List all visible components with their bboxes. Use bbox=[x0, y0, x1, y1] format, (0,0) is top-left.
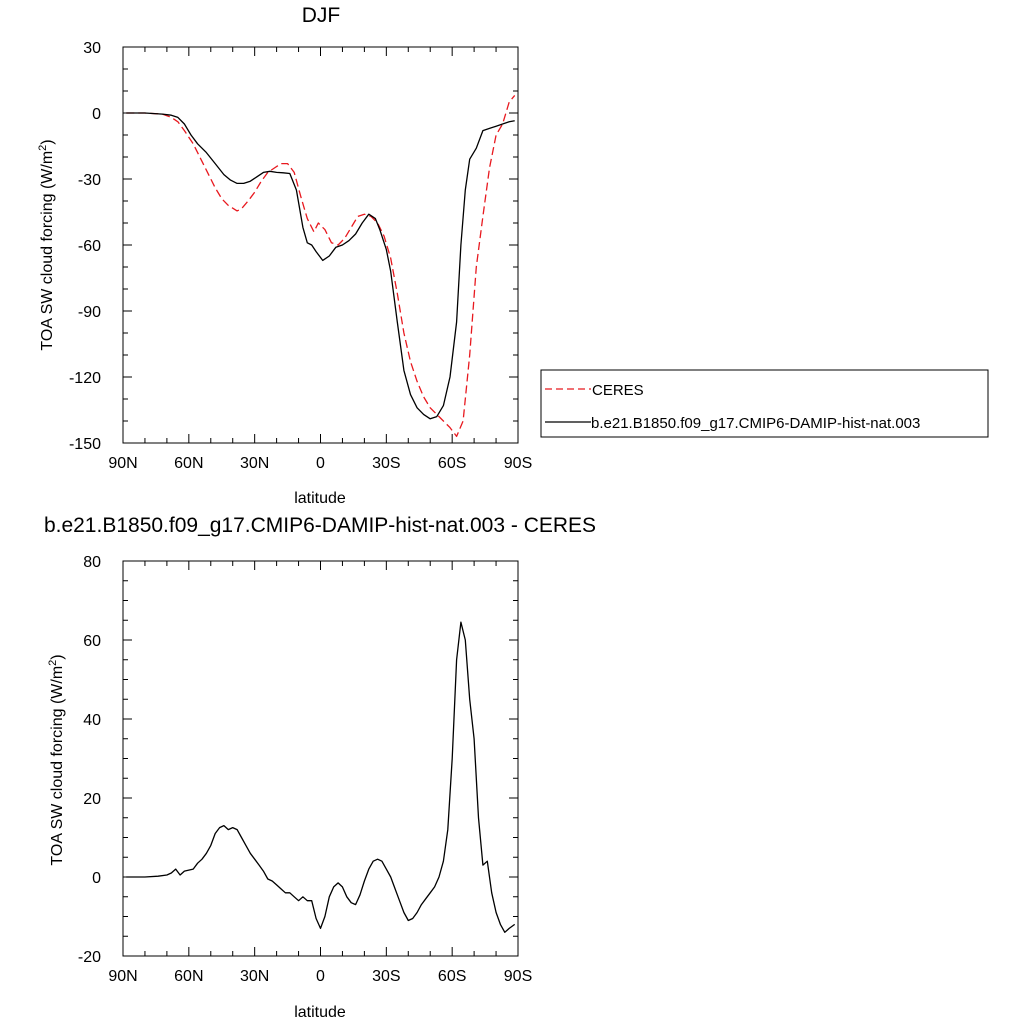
bottom-x-tick-label: 90N bbox=[108, 968, 137, 985]
top-y-axis-label-close: ) bbox=[39, 139, 56, 144]
bottom-x-tick-label: 90S bbox=[504, 968, 532, 985]
top-y-tick-label: -90 bbox=[78, 304, 101, 321]
bottom-x-axis-label: latitude bbox=[294, 1004, 346, 1021]
bottom-y-axis-label: TOA SW cloud forcing (W/m2) bbox=[47, 654, 66, 865]
legend: CERES b.e21.B1850.f09_g17.CMIP6-DAMIP-hi… bbox=[540, 369, 989, 438]
bottom-panel-title: b.e21.B1850.f09_g17.CMIP6-DAMIP-hist-nat… bbox=[44, 514, 596, 537]
top-x-tick-label: 0 bbox=[316, 455, 325, 472]
bottom-panel: b.e21.B1850.f09_g17.CMIP6-DAMIP-hist-nat… bbox=[44, 514, 596, 1021]
top-series-ceres-group bbox=[126, 94, 516, 438]
top-series-model-group bbox=[126, 112, 515, 420]
legend-box bbox=[540, 369, 989, 438]
bottom-y-axis-label-main: TOA SW cloud forcing (W/m bbox=[49, 666, 66, 866]
top-x-axis-label: latitude bbox=[294, 490, 346, 507]
top-series-line-ceres bbox=[126, 94, 516, 438]
bottom-axis-ticks bbox=[122, 560, 519, 957]
top-panel-title: DJF bbox=[302, 4, 341, 27]
bottom-x-tick-label: 60N bbox=[174, 968, 203, 985]
bottom-x-tick-label: 0 bbox=[316, 968, 325, 985]
top-x-tick-label: 60S bbox=[438, 455, 466, 472]
legend-ceres-label: CERES bbox=[592, 382, 644, 399]
top-axis-tick-labels: 90N 60N 30N 0 30S 60S 90S 30 0 -30 -60 -90 -120 -150 bbox=[69, 40, 532, 472]
bottom-plot-area bbox=[126, 621, 516, 933]
top-series-line-model bbox=[126, 112, 515, 420]
top-axis-ticks bbox=[122, 46, 519, 444]
bottom-y-tick-label: -20 bbox=[78, 949, 101, 966]
top-plot-area bbox=[126, 94, 516, 438]
bottom-y-tick-label: 60 bbox=[83, 633, 101, 650]
top-plot-frame bbox=[122, 46, 519, 444]
top-x-tick-label: 60N bbox=[174, 455, 203, 472]
top-x-tick-label: 30S bbox=[372, 455, 400, 472]
bottom-x-tick-label: 30S bbox=[372, 968, 400, 985]
top-x-tick-label: 90N bbox=[108, 455, 137, 472]
top-y-axis-label: TOA SW cloud forcing (W/m2) bbox=[37, 139, 56, 350]
top-x-tick-label: 30N bbox=[240, 455, 269, 472]
top-y-tick-label: 30 bbox=[83, 40, 101, 57]
top-y-axis-label-main: TOA SW cloud forcing (W/m bbox=[39, 151, 56, 351]
bottom-x-tick-label: 60S bbox=[438, 968, 466, 985]
bottom-y-tick-label: 20 bbox=[83, 791, 101, 808]
top-y-tick-label: -30 bbox=[78, 172, 101, 189]
top-y-tick-label: -60 bbox=[78, 238, 101, 255]
bottom-y-axis-label-close: ) bbox=[49, 654, 66, 659]
bottom-y-tick-label: 0 bbox=[92, 870, 101, 887]
bottom-x-tick-label: 30N bbox=[240, 968, 269, 985]
bottom-y-axis-label-superscript: 2 bbox=[47, 660, 59, 666]
top-y-tick-label: -150 bbox=[69, 436, 101, 453]
bottom-series-line-difference bbox=[126, 621, 516, 933]
bottom-plot-frame bbox=[122, 560, 519, 957]
top-y-tick-label: 0 bbox=[92, 106, 101, 123]
top-x-tick-label: 90S bbox=[504, 455, 532, 472]
bottom-y-tick-label: 80 bbox=[83, 554, 101, 571]
legend-model-label: b.e21.B1850.f09_g17.CMIP6-DAMIP-hist-nat… bbox=[591, 415, 920, 432]
top-y-tick-label: -120 bbox=[69, 370, 101, 387]
top-y-axis-label-superscript: 2 bbox=[37, 145, 49, 151]
bottom-axis-tick-labels: 90N 60N 30N 0 30S 60S 90S 80 60 40 20 0 -20 bbox=[78, 554, 532, 985]
bottom-series-difference-group bbox=[126, 621, 516, 933]
bottom-y-tick-label: 40 bbox=[83, 712, 101, 729]
top-panel: DJF 90N 60N 30N 0 30S 60S 90S 30 0 -30 -60 -90 -120 -… bbox=[37, 4, 989, 507]
